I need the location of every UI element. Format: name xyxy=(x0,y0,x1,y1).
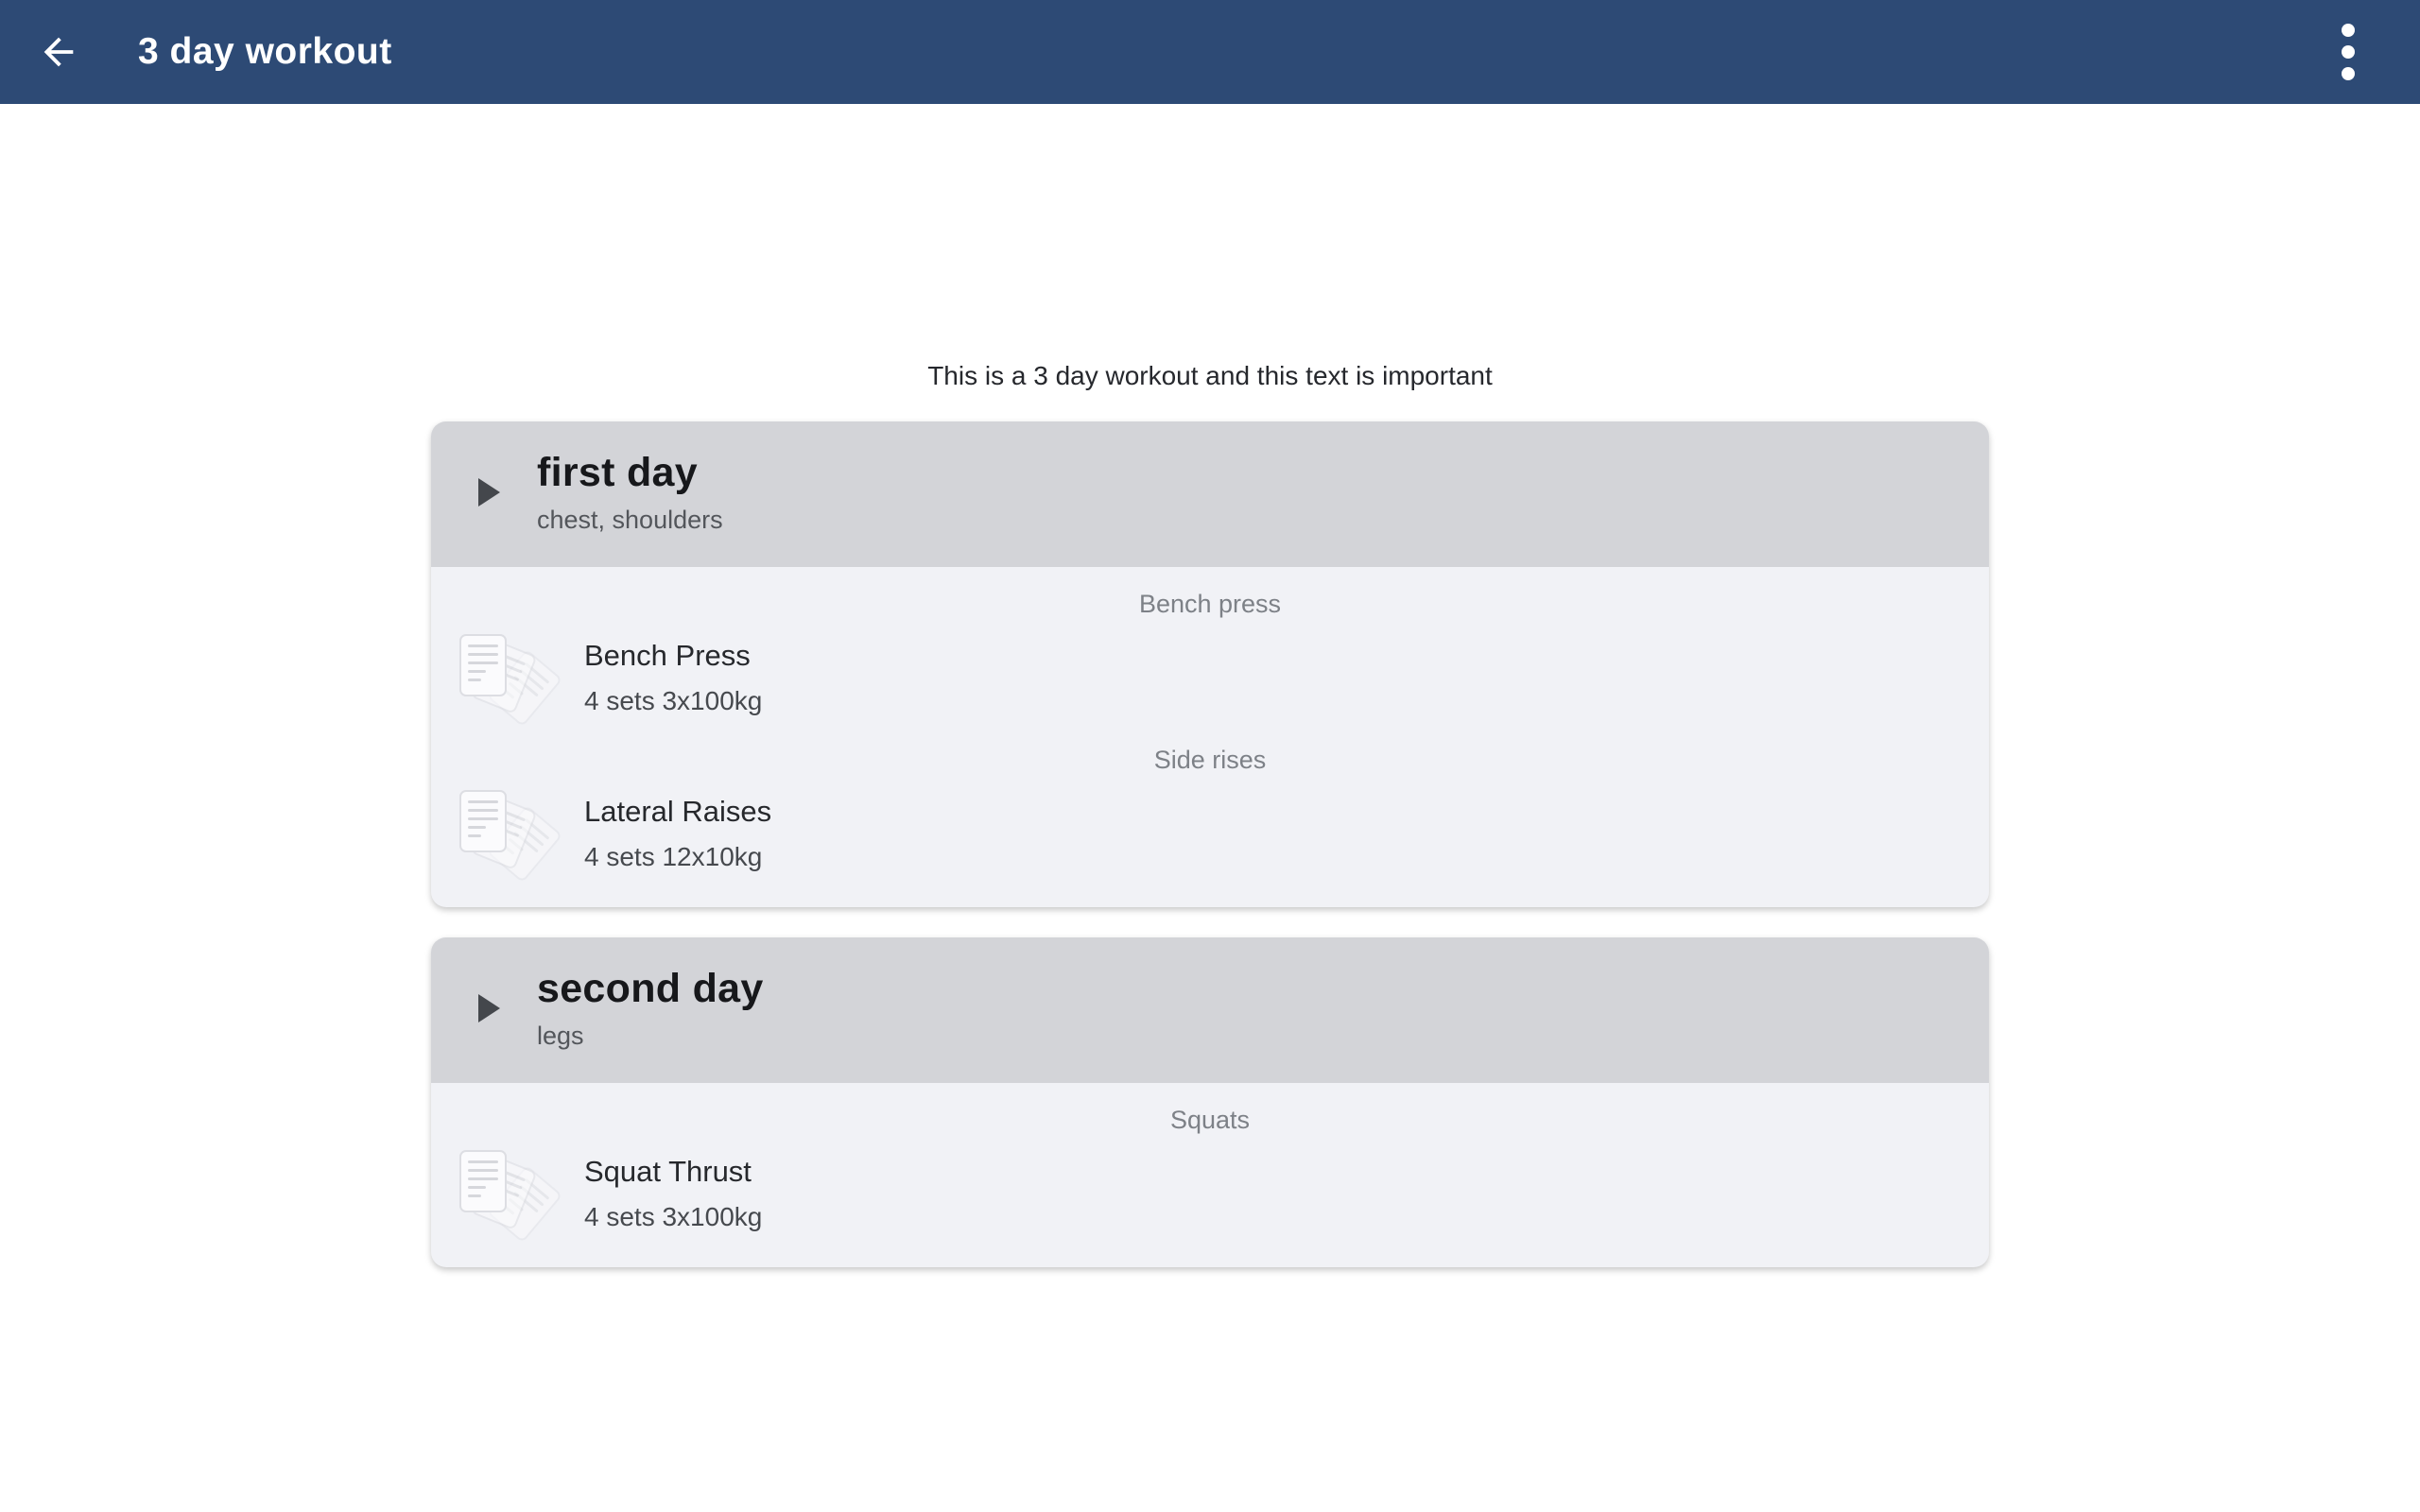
day-title: first day xyxy=(537,450,698,495)
workout-day-card: second day legs Squats Squat Thrust 4 se… xyxy=(431,937,1989,1267)
overflow-menu-button[interactable] xyxy=(2322,24,2375,80)
exercise-text: Bench Press 4 sets 3x100kg xyxy=(584,639,762,716)
app-bar: 3 day workout xyxy=(0,0,2420,104)
arrow-left-icon xyxy=(43,37,74,67)
exercise-text: Squat Thrust 4 sets 3x100kg xyxy=(584,1155,762,1232)
day-subtitle: chest, shoulders xyxy=(537,506,723,534)
page-title: 3 day workout xyxy=(138,31,392,72)
day-title: second day xyxy=(537,966,764,1011)
exercise-sets: 4 sets 3x100kg xyxy=(584,686,763,715)
kebab-menu-icon xyxy=(2342,24,2355,80)
exercise-name: Squat Thrust xyxy=(584,1155,752,1188)
exercise-row[interactable]: Bench Press 4 sets 3x100kg xyxy=(431,625,1989,730)
day-header-first-day[interactable]: first day chest, shoulders xyxy=(431,421,1989,567)
exercise-row[interactable]: Lateral Raises 4 sets 12x10kg xyxy=(431,781,1989,886)
workout-day-card: first day chest, shoulders Bench press B… xyxy=(431,421,1989,907)
day-body: Bench press Bench Press 4 sets 3x100kg S… xyxy=(431,567,1989,907)
exercise-sets: 4 sets 3x100kg xyxy=(584,1202,763,1231)
intro-text: This is a 3 day workout and this text is… xyxy=(927,361,1493,390)
exercise-name: Lateral Raises xyxy=(584,795,772,828)
exercise-group-label: Bench press xyxy=(1138,590,1282,618)
notes-stack-icon xyxy=(459,1148,563,1244)
notes-stack-icon xyxy=(459,788,563,884)
day-header-text: second day legs xyxy=(537,966,764,1051)
day-subtitle: legs xyxy=(537,1022,584,1050)
workout-plan-list: first day chest, shoulders Bench press B… xyxy=(431,421,1989,1267)
exercise-name: Bench Press xyxy=(584,639,751,672)
day-header-second-day[interactable]: second day legs xyxy=(431,937,1989,1083)
exercise-row[interactable]: Squat Thrust 4 sets 3x100kg xyxy=(431,1141,1989,1246)
day-body: Squats Squat Thrust 4 sets 3x100kg xyxy=(431,1083,1989,1267)
expand-triangle-icon xyxy=(478,994,500,1022)
exercise-group-label: Squats xyxy=(1169,1106,1251,1134)
back-button[interactable] xyxy=(32,26,85,78)
day-header-text: first day chest, shoulders xyxy=(537,450,723,535)
exercise-text: Lateral Raises 4 sets 12x10kg xyxy=(584,795,771,872)
notes-stack-icon xyxy=(459,632,563,728)
exercise-sets: 4 sets 12x10kg xyxy=(584,842,763,871)
expand-triangle-icon xyxy=(478,478,500,507)
exercise-group-label: Side rises xyxy=(1153,746,1267,774)
